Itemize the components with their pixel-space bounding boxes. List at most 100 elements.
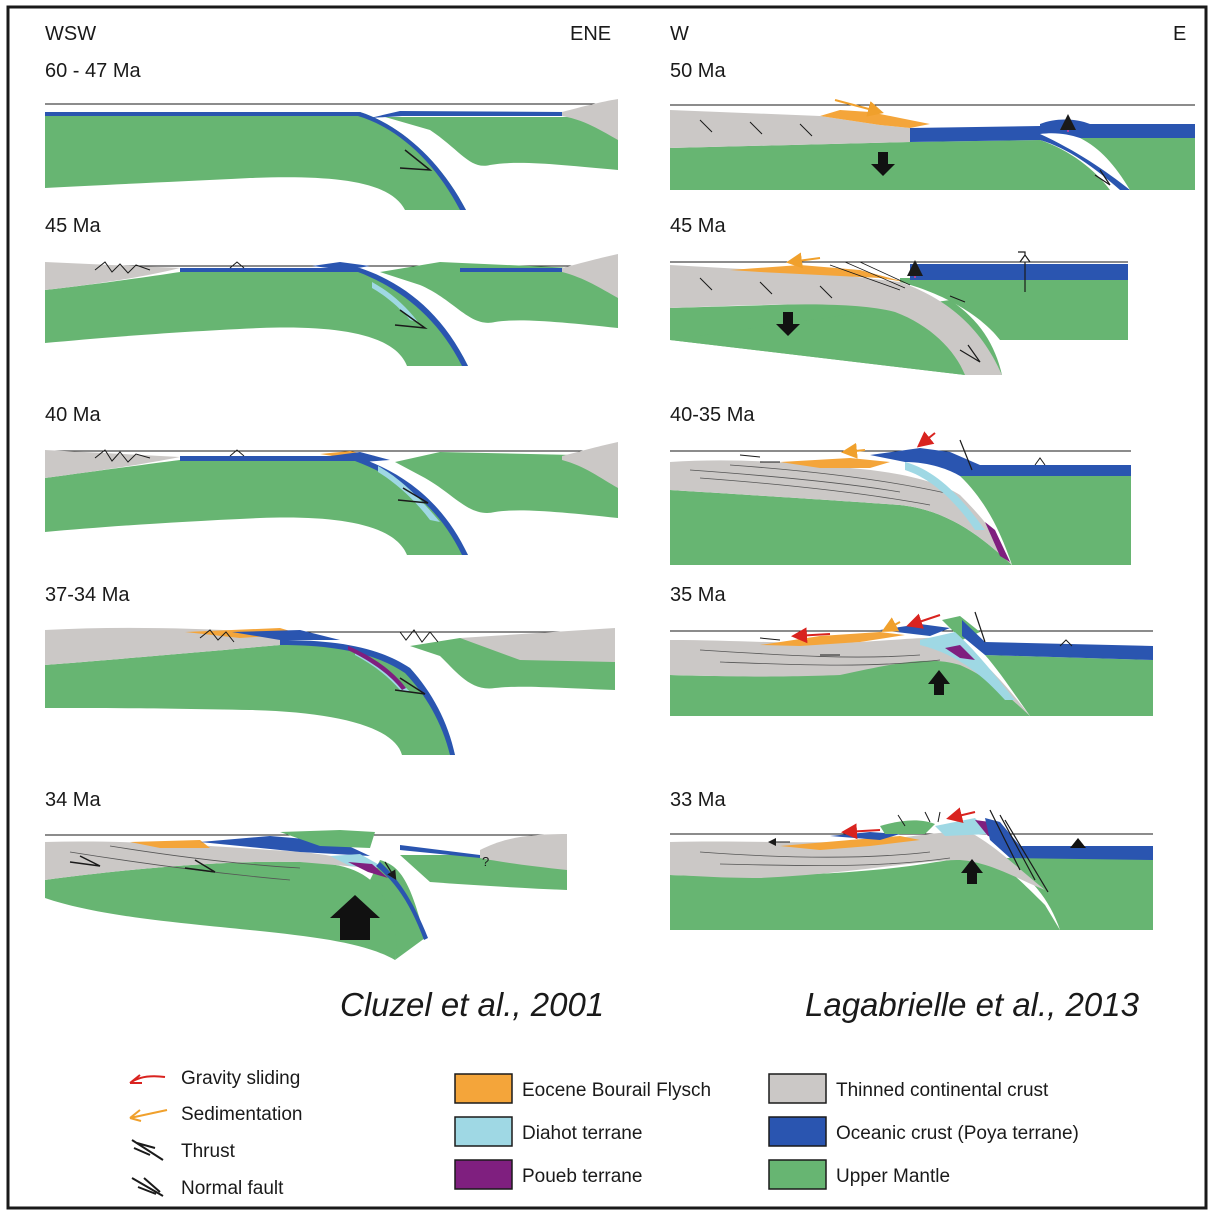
oceanic-crust <box>985 818 1153 860</box>
continental-crust <box>670 265 1002 375</box>
legend-unit-continental: Thinned continental crust <box>768 1073 1049 1104</box>
continental-swatch <box>768 1073 827 1104</box>
oceanic-crust <box>962 620 1153 660</box>
oceanic-crust <box>910 264 1128 280</box>
oceanic-crust <box>376 862 428 940</box>
right-panel-2: 45 Ma <box>670 215 1128 375</box>
right-panel-2-age: 45 Ma <box>670 215 726 237</box>
mantle-section <box>385 117 618 170</box>
left-citation: Cluzel et al., 2001 <box>340 986 604 1023</box>
uplift-arrow-icon <box>330 895 380 940</box>
left-direction-east: ENE <box>570 23 611 45</box>
poueb-terrane <box>945 645 975 660</box>
oceanic-crust <box>330 452 390 462</box>
continental-crust <box>562 442 618 488</box>
left-panel-2-age: 45 Ma <box>45 215 101 237</box>
uplift-arrow-icon <box>961 859 983 884</box>
diahot-terrane <box>905 462 985 530</box>
subsidence-arrow-icon <box>776 312 800 336</box>
orange-arrow-icon <box>129 1109 168 1122</box>
left-column: WSW ENE 60 - 47 Ma 45 Ma <box>45 23 618 1023</box>
legend-unit-mantle: Upper Mantle <box>768 1159 950 1190</box>
mantle-section <box>45 861 397 960</box>
right-panel-5: 33 Ma <box>670 789 1153 930</box>
legend-continental-label: Thinned continental crust <box>836 1080 1049 1101</box>
legend-symbol-normal-fault: Normal fault <box>131 1177 284 1199</box>
legend: Gravity sliding Sedimentation Thrust Nor… <box>129 1068 1079 1199</box>
left-panel-5: 34 Ma ? <box>45 789 567 960</box>
continental-crust <box>480 834 567 870</box>
diahot-terrane <box>920 632 1015 700</box>
red-arrow-icon <box>129 1074 166 1084</box>
oceanic-crust <box>460 268 565 272</box>
continental-crust <box>460 628 615 662</box>
left-panel-4: 37-34 Ma <box>45 584 615 755</box>
right-panel-3: 40-35 Ma <box>670 404 1131 565</box>
left-panel-2: 45 Ma <box>45 215 618 366</box>
legend-poueb-label: Poueb terrane <box>522 1166 642 1187</box>
continental-crust <box>45 841 370 880</box>
mantle-section <box>880 820 935 834</box>
continental-crust <box>562 99 618 140</box>
legend-gravity-label: Gravity sliding <box>181 1068 300 1089</box>
continental-crust <box>670 460 1012 565</box>
right-panel-4: 35 Ma <box>670 584 1153 716</box>
oceanic-crust <box>400 845 480 858</box>
left-panel-1-age: 60 - 47 Ma <box>45 60 141 82</box>
continental-crust <box>670 832 1045 890</box>
oceanic-crust <box>870 448 1131 476</box>
legend-thrust-label: Thrust <box>181 1141 236 1162</box>
continental-crust <box>562 254 618 298</box>
legend-unit-flysch: Eocene Bourail Flysch <box>454 1073 711 1104</box>
left-panel-3: 40 Ma <box>45 404 618 555</box>
legend-unit-poueb: Poueb terrane <box>454 1159 642 1190</box>
right-panel-3-age: 40-35 Ma <box>670 404 755 426</box>
flysch <box>780 458 890 468</box>
oceanic-crust <box>370 111 565 118</box>
legend-flysch-label: Eocene Bourail Flysch <box>522 1080 711 1101</box>
mantle-section <box>985 655 1153 716</box>
legend-symbol-thrust: Thrust <box>131 1139 236 1162</box>
flysch <box>730 265 905 282</box>
oceanic-crust <box>880 624 950 636</box>
diahot-terrane <box>378 466 440 522</box>
legend-mantle-label: Upper Mantle <box>836 1166 950 1187</box>
left-direction-west: WSW <box>45 23 96 45</box>
flysch <box>780 836 920 850</box>
left-panel-4-age: 37-34 Ma <box>45 584 130 606</box>
oceanic-swatch <box>768 1116 827 1147</box>
mantle-section <box>960 476 1131 565</box>
poueb-swatch <box>454 1159 513 1190</box>
oceanic-crust <box>910 126 1130 190</box>
legend-symbol-sedimentation: Sedimentation <box>129 1104 302 1125</box>
oceanic-crust <box>232 630 340 640</box>
right-column: W E 50 Ma 45 Ma <box>670 23 1195 1023</box>
mantle-section <box>670 490 1012 565</box>
right-panel-1-age: 50 Ma <box>670 60 726 82</box>
right-panel-5-age: 33 Ma <box>670 789 726 811</box>
mantle-section <box>45 460 468 555</box>
figure-frame <box>6 5 1208 1210</box>
legend-diahot-label: Diahot terrane <box>522 1123 642 1144</box>
right-panel-4-age: 35 Ma <box>670 584 726 606</box>
legend-unit-diahot: Diahot terrane <box>454 1116 642 1147</box>
normal-fault-icon <box>131 1177 164 1197</box>
uncertainty-mark: ? <box>482 854 489 869</box>
mantle-section <box>370 860 425 960</box>
left-panel-5-age: 34 Ma <box>45 789 101 811</box>
diahot-terrane <box>935 818 990 836</box>
right-direction-west: W <box>670 23 689 45</box>
poueb-terrane <box>348 646 406 690</box>
oceanic-crust <box>1040 119 1195 138</box>
diahot-terrane <box>372 282 418 322</box>
legend-normal-fault-label: Normal fault <box>181 1178 284 1199</box>
diahot-swatch <box>454 1116 513 1147</box>
poueb-terrane <box>985 522 1010 562</box>
mantle-section <box>45 644 455 755</box>
continental-crust <box>670 637 1030 716</box>
left-panel-3-age: 40 Ma <box>45 404 101 426</box>
left-panel-1: 60 - 47 Ma <box>45 60 618 210</box>
oceanic-crust <box>830 832 900 840</box>
mantle-section <box>395 452 618 518</box>
